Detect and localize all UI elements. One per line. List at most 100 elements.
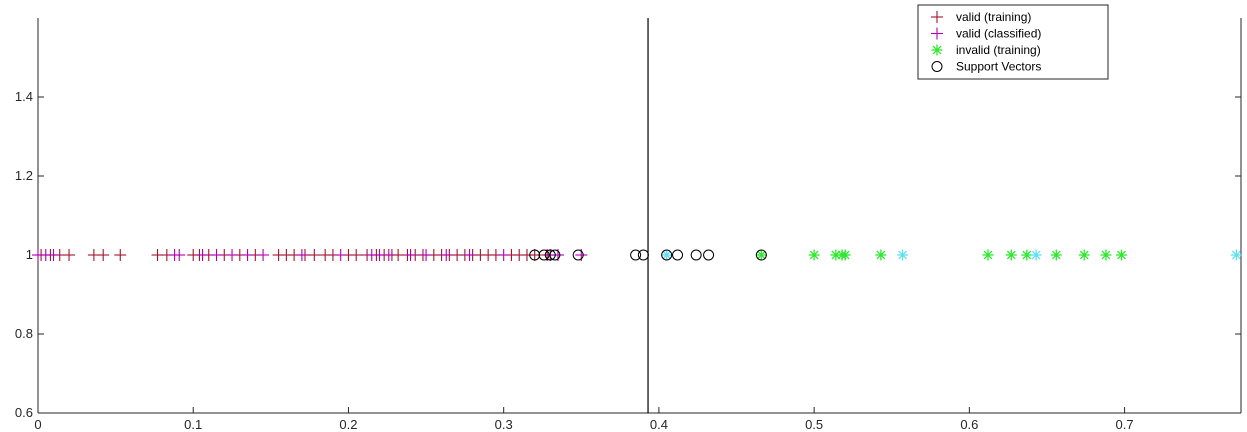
circle-marker — [549, 249, 561, 261]
circle-marker — [931, 61, 943, 72]
series-3-points — [661, 249, 1242, 261]
x-tick-label: 0.7 — [1116, 417, 1134, 432]
star-marker-d2 — [840, 250, 850, 260]
star-marker-d2 — [756, 250, 766, 260]
circle-marker — [690, 249, 702, 261]
legend-box — [917, 4, 1109, 80]
data-point — [47, 249, 60, 261]
data-point — [755, 249, 767, 261]
data-point — [295, 249, 308, 261]
data-point — [497, 249, 510, 261]
circle-marker — [703, 249, 715, 261]
star-marker-d2 — [1022, 250, 1032, 260]
x-tick-label: 0.2 — [339, 417, 357, 432]
star-marker-d2 — [1051, 250, 1061, 260]
star-marker-d2 — [1231, 250, 1241, 260]
series-2-points — [755, 249, 1127, 261]
ticks: 0 0.1 0.2 0.3 0.4 0.5 0.6 0.7 0.6 0.8 1 1.2 1.4 — [15, 89, 1241, 432]
x-tick-label: 0 — [34, 417, 41, 432]
data-point — [420, 249, 433, 261]
data-point — [1230, 249, 1242, 261]
data-point — [549, 249, 561, 261]
y-tick-label: 0.6 — [15, 405, 33, 420]
data-point — [1100, 249, 1112, 261]
legend-marker — [931, 44, 943, 56]
star-marker-d2 — [932, 45, 942, 55]
legend-marker — [931, 27, 943, 40]
star-marker-d2 — [1117, 250, 1126, 260]
circle-marker — [637, 249, 649, 261]
data-point — [661, 249, 673, 261]
data-point — [196, 249, 209, 261]
circle-marker — [544, 249, 556, 261]
x-tick-label: 0.6 — [960, 417, 978, 432]
data-point — [982, 249, 994, 261]
star-marker-d2 — [1031, 250, 1041, 260]
data-point — [382, 249, 395, 261]
star-marker-d2 — [831, 250, 841, 260]
data-point — [308, 249, 321, 261]
legend: valid (training) valid (classified) invali… — [917, 4, 1109, 80]
data-point — [226, 249, 239, 261]
circle-marker — [672, 249, 684, 261]
data-point — [114, 249, 127, 261]
circle-marker — [538, 249, 550, 261]
data-point — [572, 249, 584, 261]
data-point — [463, 249, 476, 261]
y-tick-label: 1.4 — [15, 89, 33, 104]
data-point — [897, 249, 909, 261]
data-point — [661, 249, 673, 261]
data-point — [257, 249, 270, 261]
legend-marker — [931, 61, 943, 72]
data-point — [350, 249, 363, 261]
star-marker-d2 — [898, 250, 908, 260]
legend-entry-label: valid (training) — [956, 10, 1031, 24]
y-tick-label: 1.2 — [15, 168, 33, 183]
star-marker-d2 — [662, 250, 672, 260]
data-point — [1005, 249, 1017, 261]
data-point — [1115, 249, 1127, 261]
data-point — [672, 249, 684, 261]
star-marker-d2 — [983, 250, 993, 260]
data-point — [1021, 249, 1033, 261]
data-point — [538, 249, 550, 261]
circle-marker — [572, 249, 584, 261]
data-point — [630, 249, 642, 261]
data-point — [839, 249, 851, 261]
data-point — [440, 249, 453, 261]
data-point — [97, 249, 110, 261]
data-point — [1078, 249, 1090, 261]
data-point — [404, 249, 417, 261]
star-marker-d2 — [809, 250, 819, 260]
data-point — [808, 249, 820, 261]
star-marker-d2 — [1079, 250, 1089, 260]
data-point — [875, 249, 887, 261]
data-point — [63, 249, 76, 261]
x-tick-label: 0.1 — [184, 417, 202, 432]
series-4-points — [529, 249, 767, 261]
star-marker-d2 — [1101, 250, 1111, 260]
data-point — [173, 249, 186, 261]
circle-marker — [630, 249, 642, 261]
data-point — [1050, 249, 1062, 261]
circle-marker — [755, 249, 767, 261]
star-marker-d2 — [1006, 250, 1016, 260]
x-tick-label: 0.4 — [650, 417, 668, 432]
data-point — [529, 249, 541, 261]
data-markers — [32, 249, 1242, 261]
data-point — [703, 249, 715, 261]
legend-entry-label: invalid (training) — [956, 43, 1041, 57]
data-point — [637, 249, 649, 261]
legend-marker — [931, 11, 943, 23]
y-tick-label: 0.8 — [15, 326, 33, 341]
circle-marker — [661, 249, 673, 261]
data-point — [241, 249, 254, 261]
axes — [37, 18, 1242, 414]
y-tick-label: 1 — [26, 247, 33, 262]
legend-entry-label: valid (classified) — [956, 27, 1041, 41]
data-point — [334, 249, 347, 261]
x-tick-label: 0.3 — [495, 417, 513, 432]
x-tick-label: 0.5 — [805, 417, 823, 432]
circle-marker — [529, 249, 541, 261]
